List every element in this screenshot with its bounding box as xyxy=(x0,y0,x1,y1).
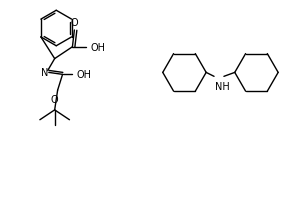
Text: NH: NH xyxy=(215,82,230,92)
Text: OH: OH xyxy=(90,43,105,53)
Text: OH: OH xyxy=(76,70,91,80)
Text: N: N xyxy=(41,68,49,78)
Text: O: O xyxy=(51,95,58,105)
Text: O: O xyxy=(71,18,78,28)
